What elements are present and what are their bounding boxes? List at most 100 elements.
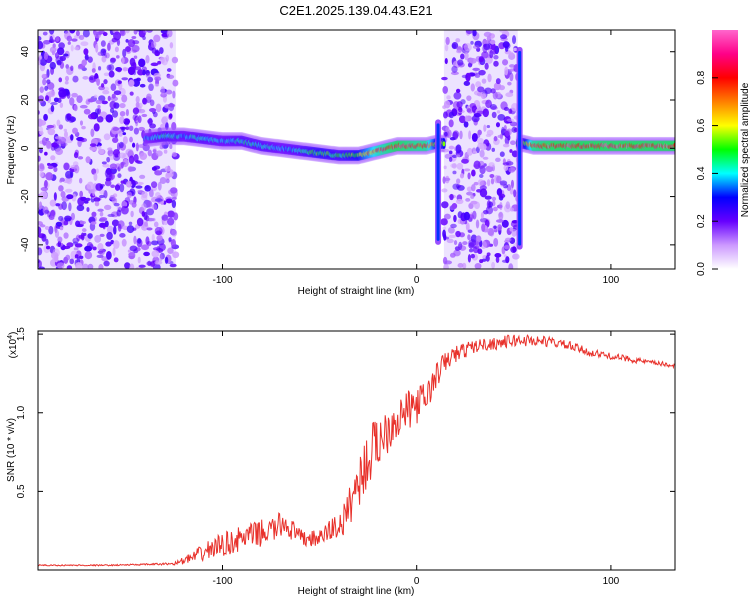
noise-blob [63, 128, 68, 132]
noise-blob [39, 148, 43, 154]
noise-blob [73, 164, 80, 174]
noise-blob [468, 130, 472, 140]
noise-blob [453, 249, 461, 257]
noise-blob [510, 103, 519, 112]
noise-blob [497, 114, 506, 121]
noise-blob [139, 174, 146, 179]
noise-blob [97, 104, 101, 109]
snr-x-label: Height of straight line (km) [298, 586, 415, 597]
noise-blob [91, 211, 97, 217]
noise-blob [154, 198, 163, 202]
noise-blob [41, 233, 47, 242]
noise-blob [503, 245, 510, 250]
noise-blob [491, 147, 496, 152]
noise-blob [96, 116, 104, 123]
noise-blob [130, 210, 134, 218]
noise-blob [470, 194, 475, 199]
noise-blob [120, 180, 125, 184]
noise-blob [133, 55, 138, 60]
noise-blob [58, 215, 64, 222]
noise-blob [47, 165, 54, 170]
noise-blob [165, 172, 174, 178]
noise-blob [147, 76, 154, 83]
noise-blob [59, 226, 64, 231]
noise-blob [142, 97, 148, 105]
noise-blob [499, 201, 503, 211]
noise-blob [103, 260, 110, 267]
noise-blob [489, 39, 496, 45]
noise-blob [120, 161, 124, 169]
colorbar-label: Normalized spectral amplitude [740, 82, 750, 217]
noise-blob [496, 175, 502, 184]
noise-blob [109, 194, 116, 201]
noise-blob [135, 160, 141, 164]
noise-blob [110, 57, 117, 63]
noise-blob [171, 199, 177, 209]
noise-blob [167, 217, 175, 226]
noise-blob [111, 93, 116, 99]
noise-blob [121, 77, 129, 81]
noise-blob [167, 210, 175, 218]
noise-blob [45, 245, 51, 250]
noise-blob [87, 98, 95, 103]
noise-blob [493, 237, 499, 247]
noise-blob [94, 108, 100, 115]
noise-blob [139, 152, 148, 161]
noise-blob [74, 46, 80, 51]
noise-blob [101, 100, 108, 105]
noise-blob [451, 154, 458, 159]
noise-blob [146, 227, 153, 231]
noise-blob [103, 72, 110, 77]
noise-blob [150, 62, 159, 67]
noise-blob [38, 247, 43, 256]
noise-blob [87, 113, 96, 120]
noise-blob [482, 108, 489, 118]
noise-blob [154, 260, 163, 265]
noise-blob [45, 95, 49, 102]
noise-blob [89, 76, 94, 81]
noise-blob [155, 192, 161, 198]
noise-blob [109, 163, 118, 170]
ridge-core [442, 141, 446, 147]
noise-blob [38, 155, 41, 162]
noise-blob [39, 224, 46, 228]
noise-blob [111, 219, 120, 227]
colorbar-tick-label: 0.4 [696, 166, 707, 180]
noise-blob [113, 90, 122, 96]
noise-blob [44, 179, 48, 189]
noise-blob [141, 244, 150, 251]
spectrogram-panel: -100 0 100 -40 -20 0 20 40 Height of straight l… [6, 29, 676, 297]
noise-blob [477, 86, 485, 93]
noise-blob [56, 139, 63, 145]
noise-blob [116, 38, 121, 47]
noise-blob [75, 262, 83, 269]
noise-blob [473, 160, 481, 170]
noise-blob [146, 200, 153, 208]
noise-blob [148, 189, 154, 198]
noise-blob [453, 214, 457, 223]
noise-blob [135, 185, 143, 189]
noise-blob [479, 143, 487, 151]
noise-blob [91, 68, 96, 73]
noise-blob [132, 114, 139, 121]
noise-blob [481, 223, 486, 232]
noise-blob [137, 189, 144, 193]
noise-blob [102, 223, 106, 230]
noise-blob [442, 226, 447, 231]
noise-blob [122, 136, 128, 145]
noise-blob [129, 263, 135, 269]
y-tick-label: 20 [20, 94, 31, 106]
noise-blob [122, 66, 128, 72]
noise-blob [38, 95, 45, 104]
noise-blob [122, 48, 127, 58]
colorbar-tick-label: 0.0 [696, 262, 707, 276]
noise-blob [489, 103, 497, 110]
noise-blob [480, 211, 484, 219]
noise-blob [83, 48, 89, 56]
noise-blob [505, 161, 514, 166]
noise-blob [138, 58, 146, 68]
noise-blob [463, 168, 471, 172]
noise-blob [72, 127, 78, 134]
noise-blob [73, 247, 79, 251]
noise-blob [172, 79, 179, 87]
